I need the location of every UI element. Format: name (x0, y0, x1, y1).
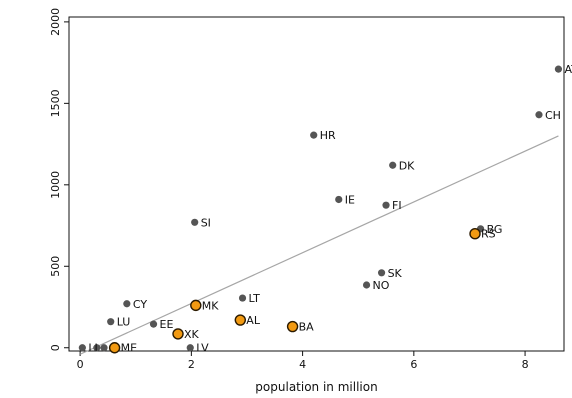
data-point-label: EE (160, 318, 174, 331)
x-tick-label: 6 (410, 358, 417, 371)
data-point-label: AL (246, 314, 261, 327)
plot-frame (68, 16, 565, 352)
data-point-label: CH (545, 109, 561, 122)
x-tick-label: 8 (522, 358, 529, 371)
data-point-label: AT (564, 63, 572, 76)
data-point (78, 344, 86, 352)
data-point-label: LI (88, 342, 97, 355)
y-tick-label: 2000 (49, 8, 62, 36)
data-point (377, 269, 386, 277)
fit-line (79, 135, 559, 355)
data-point (382, 201, 390, 209)
data-point-label: HR (320, 129, 336, 142)
data-point (389, 161, 397, 169)
x-tick-label: 0 (77, 358, 84, 371)
data-point-label: LU (117, 316, 131, 329)
y-tick-label: 1000 (49, 171, 62, 199)
data-point-label: LV (196, 342, 209, 355)
data-point-label: BG (487, 223, 503, 236)
data-point-label: FI (392, 199, 402, 212)
points-group (78, 65, 563, 354)
data-point (149, 320, 158, 328)
data-point-highlighted (469, 227, 481, 240)
data-point (186, 344, 194, 352)
data-point-label: NO (373, 279, 390, 292)
data-point (310, 131, 318, 139)
data-point-label: RS (481, 228, 496, 241)
data-point-label: SI (201, 216, 211, 229)
data-point-label: CY (133, 298, 147, 311)
fit-line-group (79, 135, 559, 355)
data-point-highlighted (172, 328, 184, 340)
data-point-highlighted (108, 342, 121, 354)
y-tick-label: 0 (49, 344, 62, 351)
data-point-highlighted (286, 320, 299, 333)
axes: 0 2 4 6 8 0 500 1000 1500 2000 (49, 8, 565, 371)
x-tick-label: 2 (188, 358, 195, 371)
data-point (362, 281, 371, 289)
data-point-label: SK (388, 267, 403, 280)
data-point-label: MK (202, 299, 219, 312)
data-point-highlighted (234, 314, 247, 326)
y-tick-label: 500 (49, 256, 62, 277)
data-point-label: IE (345, 193, 355, 206)
data-point (554, 65, 563, 73)
x-axis-label: population in million (255, 380, 377, 394)
data-point-label: LT (249, 292, 261, 305)
data-point (93, 344, 101, 352)
data-point (238, 294, 247, 302)
data-point (107, 318, 115, 326)
x-tick-label: 4 (299, 358, 306, 371)
data-point (335, 195, 343, 204)
data-point (100, 344, 108, 352)
data-point (123, 300, 131, 308)
y-tick-label: 1500 (49, 89, 62, 117)
data-point (535, 111, 543, 119)
data-point-highlighted (190, 299, 202, 312)
data-point-label: ME (121, 342, 137, 355)
data-point (191, 218, 199, 226)
data-point-label: BA (299, 321, 315, 334)
data-point-label: DK (399, 159, 415, 172)
data-point-label: XK (184, 328, 200, 341)
